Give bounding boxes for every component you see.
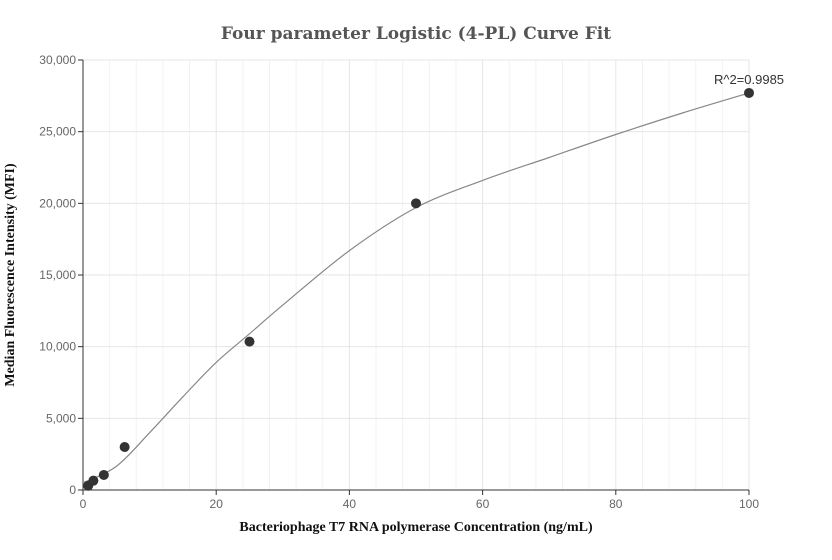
data-point [119, 442, 130, 452]
y-axis-label: Median Fluorescence Intensity (MFI) [3, 163, 18, 387]
x-tick-label: 20 [210, 497, 224, 511]
y-tick-label: 30,000 [39, 53, 76, 67]
x-ticks: 0 20 40 60 80 100 [80, 490, 759, 511]
data-point [744, 87, 754, 98]
data-point [98, 469, 109, 480]
x-tick-label: 40 [343, 497, 357, 511]
y-tick-label: 20,000 [39, 196, 76, 210]
x-tick-label: 0 [80, 497, 87, 511]
data-point [88, 475, 99, 486]
x-tick-label: 60 [476, 497, 490, 511]
data-points [83, 87, 754, 491]
data-point [244, 336, 255, 347]
x-axis-label: Bacteriophage T7 RNA polymerase Concentr… [239, 520, 593, 535]
fit-curve-group [82, 92, 750, 484]
x-tick-label: 80 [609, 497, 623, 511]
y-tick-label: 5,000 [46, 411, 76, 425]
chart-title: Four parameter Logistic (4-PL) Curve Fit [221, 24, 611, 44]
y-ticks: 0 5,000 10,000 15,000 20,000 25,000 30,000 [39, 53, 83, 497]
y-tick-label: 15,000 [39, 268, 76, 282]
data-point [411, 198, 421, 209]
x-tick-label: 100 [739, 497, 759, 511]
major-grid [83, 59, 750, 490]
y-tick-label: 0 [69, 483, 76, 497]
y-tick-label: 25,000 [39, 125, 76, 139]
r-squared-annotation: R^2=0.9985 [714, 72, 784, 87]
y-tick-label: 10,000 [39, 340, 76, 354]
fit-curve-line [82, 92, 750, 484]
